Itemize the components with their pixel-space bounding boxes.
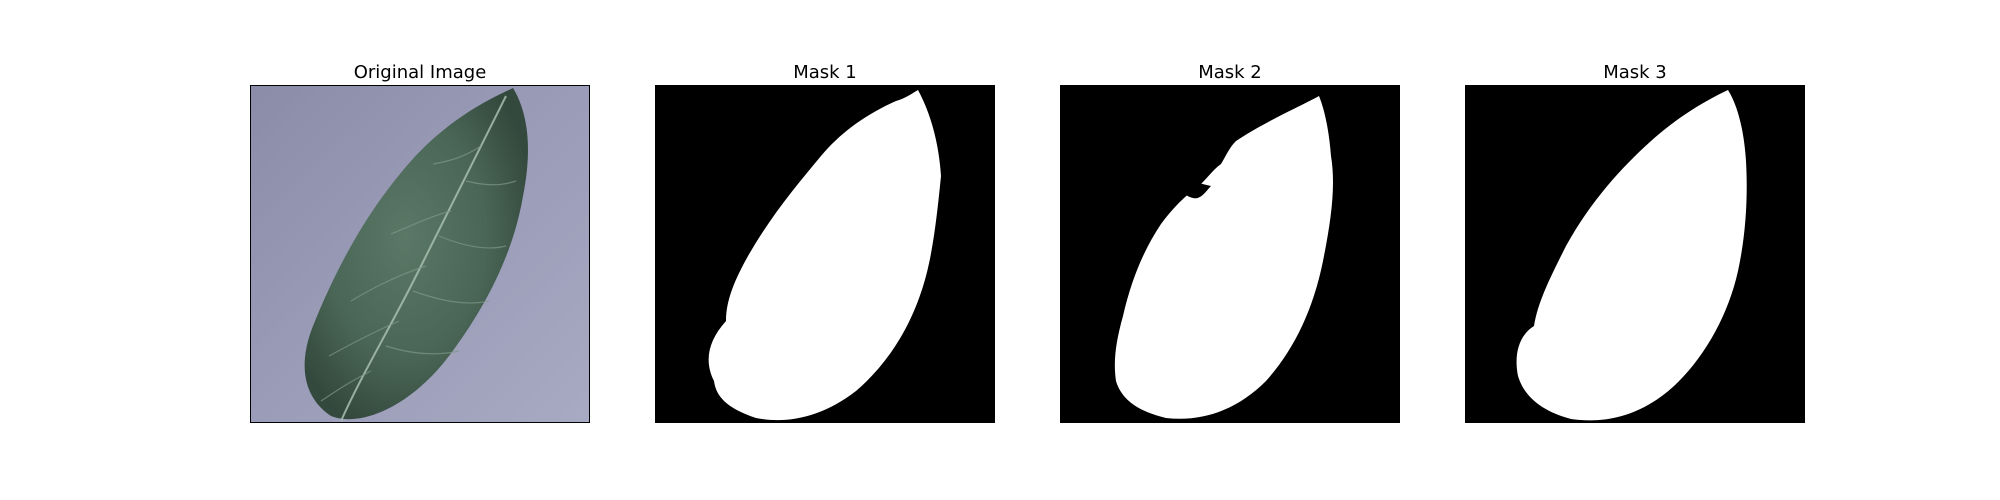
mask-image — [1061, 86, 1399, 422]
mask-image — [656, 86, 994, 422]
mask-image — [1466, 86, 1804, 422]
image-frame — [655, 85, 995, 423]
original-image — [251, 86, 589, 422]
panel-title: Mask 2 — [1060, 62, 1400, 84]
panel-mask-2: Mask 2 — [1060, 62, 1400, 423]
panel-original-image: Original Image — [250, 62, 590, 423]
panel-title: Mask 1 — [655, 62, 995, 84]
panel-title: Original Image — [250, 62, 590, 84]
image-frame — [1060, 85, 1400, 423]
image-frame — [1465, 85, 1805, 423]
image-frame — [250, 85, 590, 423]
panel-mask-1: Mask 1 — [655, 62, 995, 423]
panel-title: Mask 3 — [1465, 62, 1805, 84]
panel-mask-3: Mask 3 — [1465, 62, 1805, 423]
